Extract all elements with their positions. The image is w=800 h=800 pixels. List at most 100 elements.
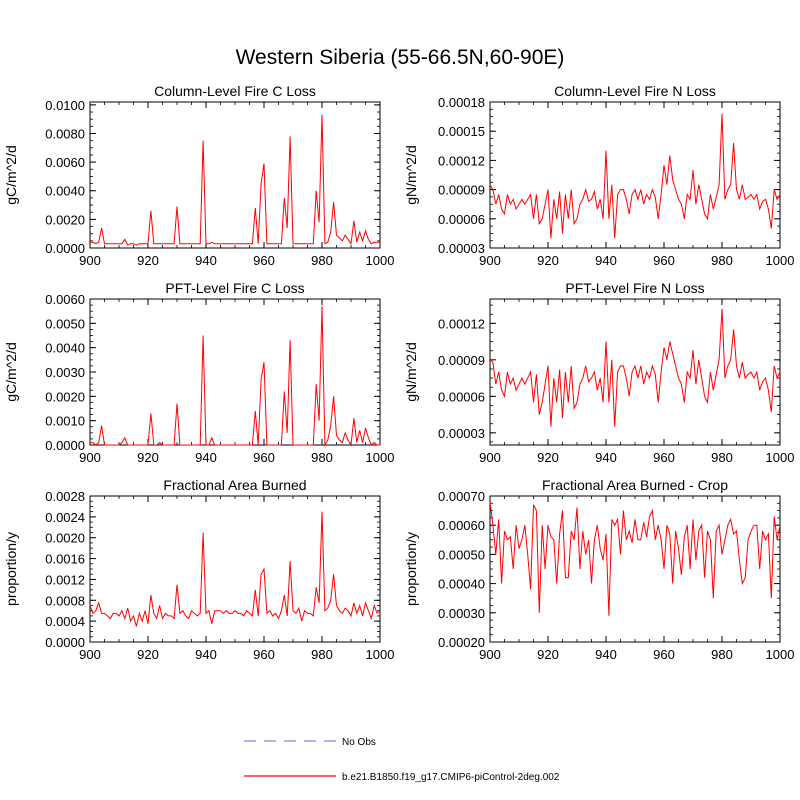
x-tick-label: 900 xyxy=(479,253,501,268)
x-tick-label: 900 xyxy=(79,647,101,662)
y-tick-label: 0.0016 xyxy=(45,552,85,567)
x-tick-label: 920 xyxy=(137,450,159,465)
x-tick-label: 900 xyxy=(479,450,501,465)
series-line xyxy=(489,308,781,427)
y-axis-label: gC/m^2/d xyxy=(3,342,19,401)
y-tick-label: 0.0010 xyxy=(45,414,85,429)
x-tick-label: 960 xyxy=(253,450,275,465)
panel-title: Column-Level Fire N Loss xyxy=(554,83,716,99)
x-tick-label: 920 xyxy=(537,647,559,662)
panel-fractional-area-burned-crop: Fractional Area Burned - Crop proportion/… xyxy=(403,477,794,662)
y-tick-label: 0.0060 xyxy=(45,155,85,170)
panel-title: PFT-Level Fire N Loss xyxy=(565,280,704,296)
plot-frame xyxy=(489,101,781,249)
x-tick-label: 1000 xyxy=(366,253,395,268)
x-tick-label: 980 xyxy=(711,253,733,268)
y-tick-label: 0.0028 xyxy=(45,489,85,504)
x-tick-label: 1000 xyxy=(766,647,795,662)
x-tick-label: 960 xyxy=(253,253,275,268)
x-tick-label: 980 xyxy=(311,253,333,268)
y-tick-label: 0.00015 xyxy=(438,124,485,139)
y-tick-label: 0.0000 xyxy=(45,635,85,650)
y-tick-label: 0.00003 xyxy=(438,241,485,256)
series-line xyxy=(90,114,380,246)
y-tick-label: 0.00012 xyxy=(438,153,485,168)
panel-column-fire-c-loss: Column-Level Fire C Loss gC/m^2/d 900 920 94… xyxy=(3,83,394,268)
x-tick-label: 940 xyxy=(595,450,617,465)
y-tick-label: 0.0000 xyxy=(45,241,85,256)
x-tick-label: 960 xyxy=(653,450,675,465)
y-axis-label: gN/m^2/d xyxy=(403,342,419,401)
x-tick-label: 920 xyxy=(537,450,559,465)
x-tick-label: 1000 xyxy=(366,647,395,662)
y-tick-label: 0.00006 xyxy=(438,212,485,227)
x-tick-label: 940 xyxy=(195,450,217,465)
y-tick-label: 0.0100 xyxy=(45,98,85,113)
x-tick-label: 940 xyxy=(595,647,617,662)
y-tick-label: 0.0012 xyxy=(45,572,85,587)
x-tick-label: 980 xyxy=(711,450,733,465)
x-tick-label: 960 xyxy=(653,253,675,268)
y-tick-label: 0.0040 xyxy=(45,341,85,356)
x-tick-label: 940 xyxy=(195,647,217,662)
y-tick-label: 0.0020 xyxy=(45,389,85,404)
panel-pft-fire-n-loss: PFT-Level Fire N Loss gN/m^2/d 900 920 940 96… xyxy=(403,280,794,465)
legend-label-no-obs: No Obs xyxy=(342,737,376,748)
x-tick-label: 920 xyxy=(137,253,159,268)
y-axis-label: gN/m^2/d xyxy=(403,145,419,204)
y-tick-label: 0.00003 xyxy=(438,426,485,441)
x-tick-label: 920 xyxy=(537,253,559,268)
x-tick-label: 1000 xyxy=(366,450,395,465)
legend-label-model: b.e21.B1850.f19_g17.CMIP6-piControl-2deg… xyxy=(342,772,560,783)
y-tick-label: 0.00006 xyxy=(438,389,485,404)
y-axis-label: gC/m^2/d xyxy=(3,145,19,204)
y-tick-label: 0.00009 xyxy=(438,353,485,368)
y-tick-label: 0.0080 xyxy=(45,126,85,141)
y-tick-label: 0.0030 xyxy=(45,365,85,380)
plot-frame xyxy=(89,101,381,249)
y-tick-label: 0.0008 xyxy=(45,593,85,608)
y-tick-label: 0.0000 xyxy=(45,438,85,453)
panel-title: Column-Level Fire C Loss xyxy=(154,83,316,99)
panel-title: PFT-Level Fire C Loss xyxy=(165,280,304,296)
panel-title: Fractional Area Burned xyxy=(163,477,306,493)
x-tick-label: 980 xyxy=(311,450,333,465)
y-tick-label: 0.00060 xyxy=(438,518,485,533)
panel-column-fire-n-loss: Column-Level Fire N Loss gN/m^2/d 900 920 94… xyxy=(403,83,794,268)
y-tick-label: 0.0060 xyxy=(45,292,85,307)
series-line xyxy=(90,306,380,447)
series-line xyxy=(489,501,781,616)
x-tick-label: 1000 xyxy=(766,450,795,465)
x-tick-label: 980 xyxy=(711,647,733,662)
plot-frame xyxy=(89,298,381,446)
y-tick-label: 0.00020 xyxy=(438,635,485,650)
y-tick-label: 0.0004 xyxy=(45,614,85,629)
panel-pft-fire-c-loss: PFT-Level Fire C Loss gC/m^2/d 900 920 940 96… xyxy=(3,280,394,465)
plot-frame xyxy=(489,298,781,446)
y-axis-label: proportion/y xyxy=(3,532,19,606)
x-tick-label: 1000 xyxy=(766,253,795,268)
series-line xyxy=(89,511,381,627)
x-tick-label: 900 xyxy=(79,253,101,268)
y-tick-label: 0.0020 xyxy=(45,212,85,227)
main-title: Western Siberia (55-66.5N,60-90E) xyxy=(236,46,565,69)
y-tick-label: 0.0050 xyxy=(45,316,85,331)
y-tick-label: 0.00070 xyxy=(438,489,485,504)
series-line xyxy=(489,113,781,239)
x-tick-label: 900 xyxy=(479,647,501,662)
y-tick-label: 0.0040 xyxy=(45,184,85,199)
plot-frame xyxy=(89,495,381,643)
y-tick-label: 0.0020 xyxy=(45,531,85,546)
y-axis-label: proportion/y xyxy=(403,532,419,606)
y-tick-label: 0.00009 xyxy=(438,183,485,198)
x-tick-label: 980 xyxy=(311,647,333,662)
panel-title: Fractional Area Burned - Crop xyxy=(542,477,728,493)
y-tick-label: 0.00012 xyxy=(438,316,485,331)
y-tick-label: 0.00040 xyxy=(438,577,485,592)
x-tick-label: 940 xyxy=(195,253,217,268)
x-tick-label: 940 xyxy=(595,253,617,268)
x-tick-label: 960 xyxy=(653,647,675,662)
panel-fractional-area-burned: Fractional Area Burned proportion/y 900 920… xyxy=(3,477,394,662)
legend: No Obs b.e21.B1850.f19_g17.CMIP6-piContr… xyxy=(244,737,560,783)
